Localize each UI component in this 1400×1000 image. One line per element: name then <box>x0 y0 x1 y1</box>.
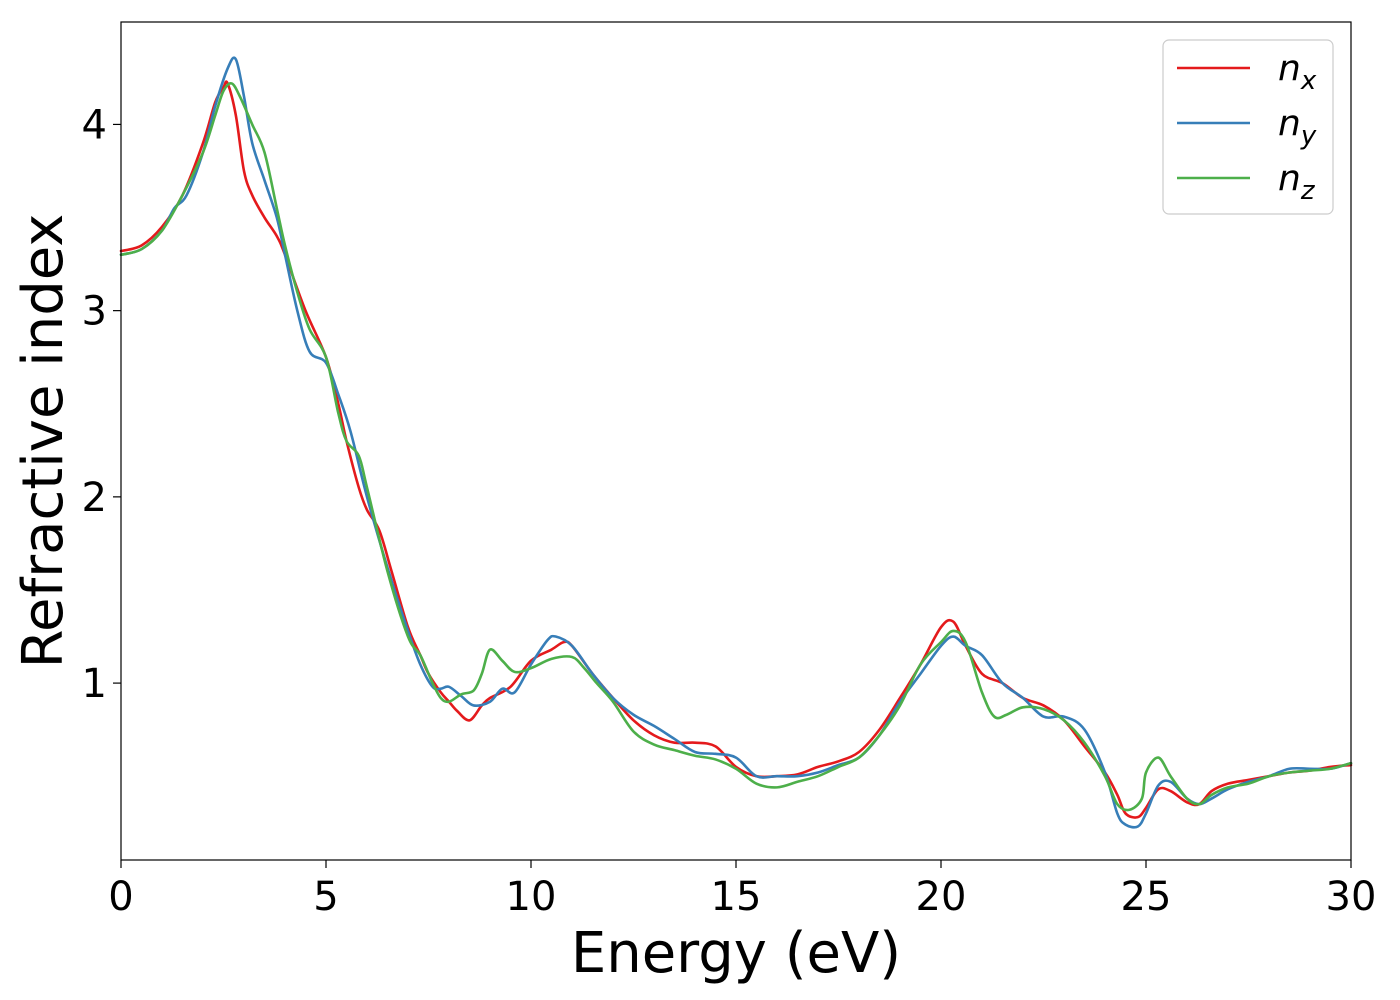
y-axis: 1 2 3 4 <box>82 102 121 707</box>
x-tick-label: 15 <box>711 874 762 920</box>
legend: nx ny nz <box>1162 39 1334 215</box>
y-tick-label: 3 <box>82 289 107 335</box>
series-layer <box>119 56 1353 829</box>
legend-box <box>1162 39 1334 215</box>
y-axis-label: Refractive index <box>11 214 76 669</box>
legend-label-y: ny <box>1278 103 1317 151</box>
y-tick-label: 2 <box>82 475 107 521</box>
legend-label-z: nz <box>1278 158 1316 206</box>
y-tick-label: 4 <box>82 102 107 148</box>
x-axis: 0 5 10 15 20 25 30 <box>108 860 1376 920</box>
x-tick-label: 25 <box>1121 874 1172 920</box>
y-tick-label: 1 <box>82 661 107 707</box>
x-tick-label: 0 <box>108 874 133 920</box>
x-tick-label: 10 <box>506 874 557 920</box>
x-tick-label: 20 <box>916 874 967 920</box>
x-tick-label: 30 <box>1326 874 1377 920</box>
series-line-z <box>119 82 1353 812</box>
legend-label-x: nx <box>1278 48 1317 96</box>
series-line-y <box>119 56 1353 829</box>
x-axis-label: Energy (eV) <box>571 921 901 986</box>
x-tick-label: 5 <box>313 874 338 920</box>
